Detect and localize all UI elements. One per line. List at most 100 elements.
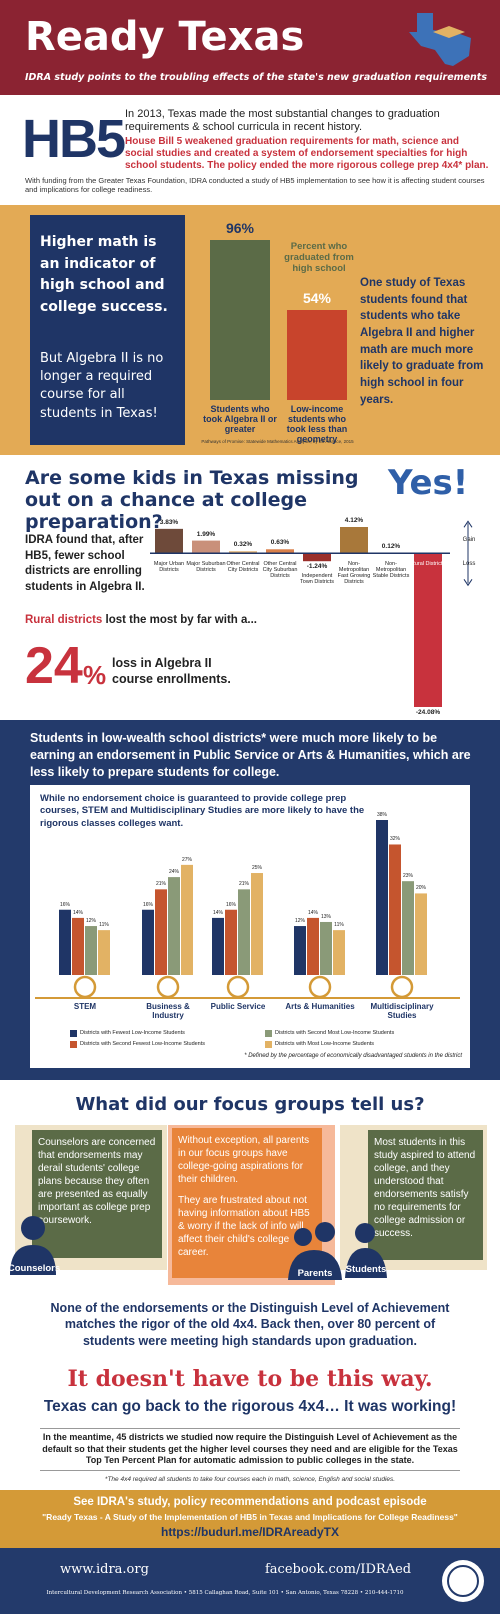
value-label: 32% xyxy=(389,836,400,843)
math-box xyxy=(30,215,185,445)
rural-lead: Rural districts xyxy=(25,614,103,626)
enrollment-chart: 3.83% Major Urban Districts 1.99% Major Sub… xyxy=(150,515,485,720)
value-label: -24.08% xyxy=(415,709,441,716)
value-label: 21% xyxy=(155,881,166,888)
call: Texas can go back to the rigorous 4x4… I… xyxy=(43,1398,457,1415)
category-label: STEM xyxy=(73,1002,97,1011)
endorsement-heading: Students in low-wealth school districts*… xyxy=(30,731,471,779)
focus-paragraph: They are frustrated about not having inf… xyxy=(178,1195,310,1258)
legend-swatch xyxy=(70,1030,77,1037)
category-label: Business & Industry xyxy=(146,1002,190,1020)
resources xyxy=(0,1490,500,1548)
footnote: *The 4x4 required all students to take f… xyxy=(104,1476,396,1483)
chart-intro: While no endorsement choice is guarantee… xyxy=(40,793,365,829)
math-text: But Algebra II is no longer a required c… xyxy=(40,351,164,421)
value-label: 1.99% xyxy=(196,530,216,538)
bar xyxy=(266,549,294,554)
focus-text: Most students in this study aspired to a… xyxy=(368,1130,483,1260)
value-label: 12% xyxy=(294,918,305,925)
focus-label: Counselors xyxy=(7,1263,61,1274)
value-label: 0.32% xyxy=(233,541,253,549)
value-label: 11% xyxy=(99,922,109,929)
icon xyxy=(226,975,250,999)
value-label: 24% xyxy=(168,869,179,876)
value-label: 0.63% xyxy=(270,539,290,547)
chart-title: Percent who graduated from high school xyxy=(284,241,354,274)
bar xyxy=(414,553,442,707)
title: Ready Texas xyxy=(25,14,305,60)
focus-text: Without exception, all parents in our fo… xyxy=(172,1128,322,1278)
value-label: 16% xyxy=(225,901,236,908)
category-label: Non-Metropolitan Fast Growing Districts xyxy=(337,561,371,586)
bar xyxy=(320,921,332,975)
bar xyxy=(192,540,220,554)
algebra-finding: IDRA found that, after HB5, fewer school… xyxy=(25,534,145,593)
value-label: 16% xyxy=(59,901,70,908)
chart-note: * Defined by the percentage of economica… xyxy=(244,1053,462,1059)
resources-link[interactable]: https://budurl.me/IDRAreadyTX xyxy=(160,1525,339,1539)
source: Pathways of Promise: Statewide Mathemati… xyxy=(201,439,354,444)
rural-rest: lost the most by far with a... xyxy=(105,614,257,626)
hb5-highlight: House Bill 5 weakened graduation require… xyxy=(125,136,489,171)
icon xyxy=(390,975,414,999)
value-label: 14% xyxy=(72,909,83,916)
value-label: 14% xyxy=(212,909,223,916)
algebra-answer: Yes! xyxy=(388,463,469,503)
bar xyxy=(181,864,193,975)
value-label: 12% xyxy=(85,918,96,925)
value-label: -1.24% xyxy=(306,563,328,571)
big-unit: % xyxy=(83,660,107,690)
bar xyxy=(333,930,345,975)
big-number: 24 xyxy=(25,637,83,695)
facebook[interactable]: facebook.com/IDRAed xyxy=(265,1562,412,1577)
category-label: Other Central City Suburban Districts xyxy=(262,561,298,580)
focus-text: Counselors are concerned that endorsemen… xyxy=(32,1130,162,1258)
bar xyxy=(210,240,270,400)
bar xyxy=(303,553,331,562)
bar xyxy=(168,877,180,975)
focus-icons xyxy=(10,1216,387,1280)
bar xyxy=(402,881,414,975)
bar xyxy=(389,844,401,975)
icon xyxy=(156,975,180,999)
bar xyxy=(142,909,154,975)
graduation-chart: 96% Students who took Algebra II or great… xyxy=(195,215,360,447)
bar xyxy=(98,930,110,975)
slogan: It doesn't have to be this way. xyxy=(67,1366,433,1392)
math-heading: Higher math is an indicator of high scho… xyxy=(40,234,168,316)
value-label: 14% xyxy=(307,909,318,916)
bar xyxy=(376,820,388,975)
value-label: 16% xyxy=(142,901,153,908)
subtitle: IDRA study points to the troubling effec… xyxy=(25,72,487,83)
bar xyxy=(72,917,84,975)
resources-lead: See IDRA's study, policy recommendations… xyxy=(73,1496,427,1508)
focus-label: Parents xyxy=(297,1268,333,1279)
gain-label: Gain xyxy=(462,537,476,544)
bar xyxy=(307,917,319,975)
category-label: Low-income students who took less than g… xyxy=(286,404,348,444)
category-label: Major Urban Districts xyxy=(153,561,185,574)
category-label: Non-Metropolitan Stable Districts xyxy=(372,561,410,580)
chart-plot xyxy=(35,820,460,1048)
meantime: In the meantime, 45 districts we studied… xyxy=(40,1428,460,1472)
category-label: Major Suburban Districts xyxy=(186,561,226,574)
website[interactable]: www.idra.org xyxy=(60,1562,149,1577)
bar xyxy=(340,527,368,554)
icon xyxy=(308,975,332,999)
bar xyxy=(155,889,167,975)
legend-label: Districts with Fewest Low-Income Student… xyxy=(80,1030,185,1036)
category-label: Other Central City Districts xyxy=(226,561,260,574)
value-label: 38% xyxy=(376,812,387,818)
category-label: Independent Town Districts xyxy=(300,573,334,586)
value-label: 20% xyxy=(415,885,426,892)
rural-line: Rural districts lost the most by far wit… xyxy=(25,614,257,626)
chart-plot xyxy=(210,240,347,400)
category-label: Multidisciplinary Studies xyxy=(370,1002,434,1020)
hb5-intro: In 2013, Texas made the most substantial… xyxy=(125,108,440,134)
hb5-badge: HB5 xyxy=(22,109,126,169)
math-finding: One study of Texas students found that s… xyxy=(360,277,484,406)
value-label: 21% xyxy=(238,881,249,888)
rigor-text: None of the endorsements or the Distingu… xyxy=(50,1301,450,1348)
bar xyxy=(251,873,263,975)
legend-swatch xyxy=(70,1041,77,1048)
